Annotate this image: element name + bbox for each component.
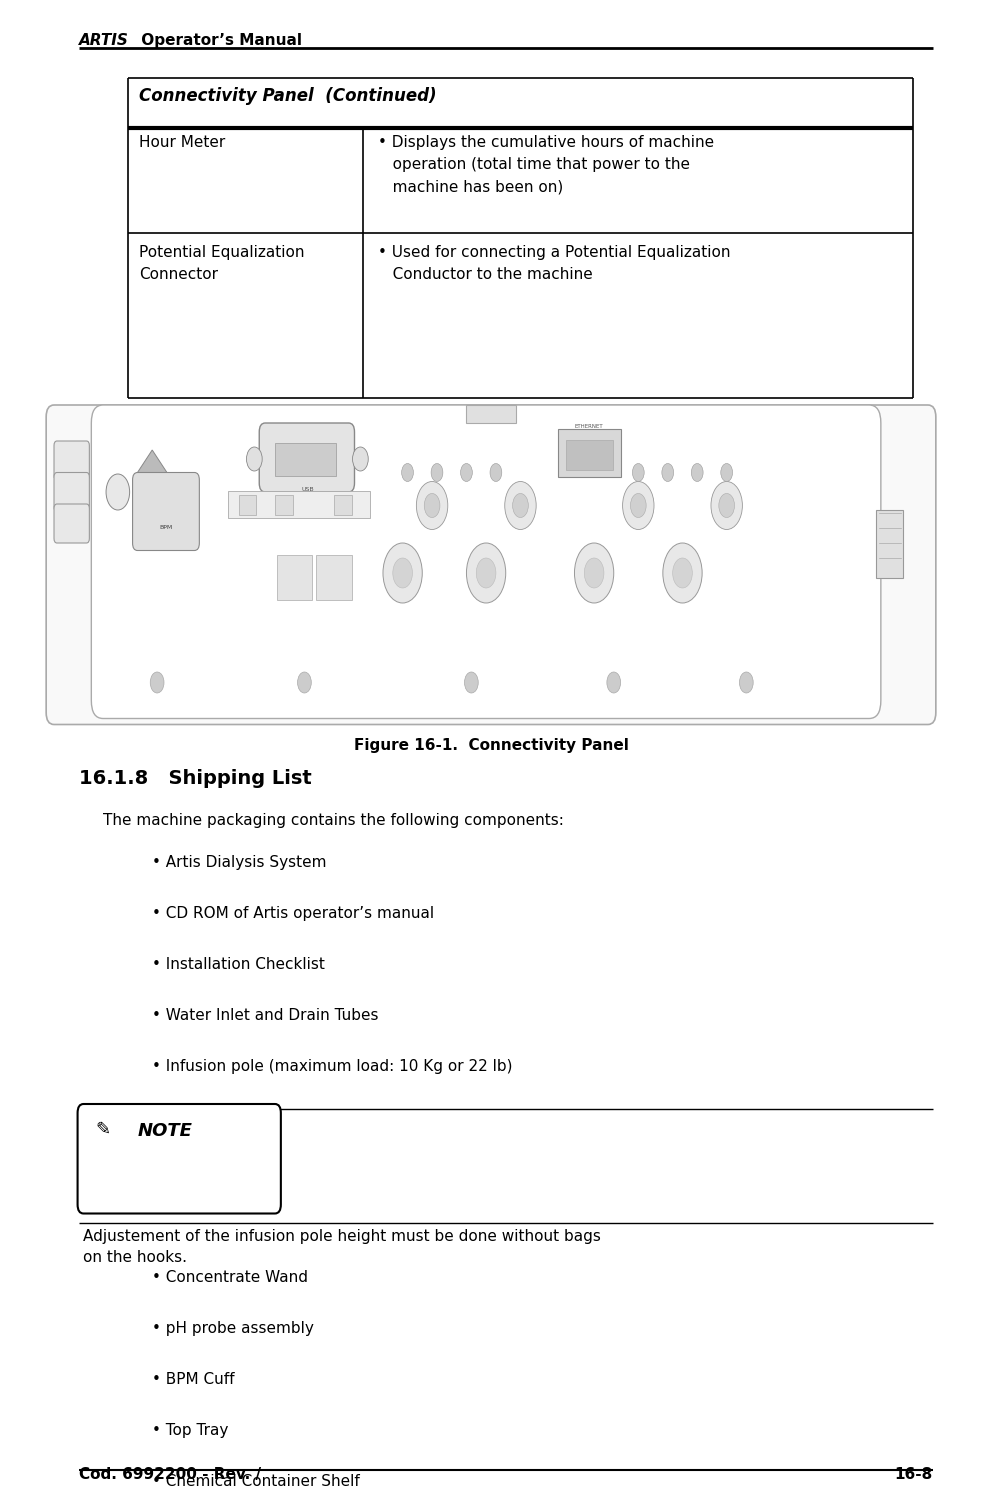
- Text: • BPM Cuff: • BPM Cuff: [152, 1372, 235, 1388]
- Circle shape: [476, 558, 496, 588]
- Bar: [558, 429, 621, 477]
- Circle shape: [246, 447, 262, 471]
- Text: • pH probe assembly: • pH probe assembly: [152, 1322, 314, 1336]
- Circle shape: [353, 447, 368, 471]
- Text: BPM: BPM: [159, 525, 173, 530]
- Circle shape: [298, 672, 311, 693]
- Circle shape: [607, 672, 621, 693]
- FancyBboxPatch shape: [54, 504, 89, 543]
- Circle shape: [632, 464, 644, 482]
- Bar: [876, 510, 903, 578]
- Text: Potential Equalization
Connector: Potential Equalization Connector: [139, 244, 305, 282]
- Text: • Displays the cumulative hours of machine
   operation (total time that power t: • Displays the cumulative hours of machi…: [378, 135, 714, 195]
- Circle shape: [739, 672, 753, 693]
- Bar: [277, 555, 312, 600]
- Circle shape: [461, 464, 472, 482]
- Circle shape: [721, 464, 733, 482]
- Bar: [316, 555, 352, 600]
- Text: • Water Inlet and Drain Tubes: • Water Inlet and Drain Tubes: [152, 1008, 379, 1023]
- FancyBboxPatch shape: [91, 405, 881, 718]
- Bar: [275, 495, 293, 514]
- Text: • Artis Dialysis System: • Artis Dialysis System: [152, 855, 327, 870]
- Text: • Chemical Container Shelf: • Chemical Container Shelf: [152, 1474, 360, 1490]
- Circle shape: [383, 543, 422, 603]
- Circle shape: [711, 482, 742, 530]
- Circle shape: [719, 494, 735, 517]
- Bar: [275, 442, 336, 476]
- Text: ARTIS: ARTIS: [79, 33, 129, 48]
- Circle shape: [630, 494, 646, 517]
- Circle shape: [416, 482, 448, 530]
- Text: Connectivity Panel  (Continued): Connectivity Panel (Continued): [139, 87, 437, 105]
- Text: ETHERNET: ETHERNET: [574, 424, 604, 429]
- Text: • Concentrate Wand: • Concentrate Wand: [152, 1270, 308, 1286]
- Circle shape: [150, 672, 164, 693]
- Text: 16.1.8   Shipping List: 16.1.8 Shipping List: [79, 770, 311, 789]
- Polygon shape: [137, 450, 167, 472]
- Circle shape: [584, 558, 604, 588]
- Text: Cod. 6992200 - Rev. /: Cod. 6992200 - Rev. /: [79, 1467, 260, 1482]
- Circle shape: [574, 543, 614, 603]
- Circle shape: [431, 464, 443, 482]
- Text: • CD ROM of Artis operator’s manual: • CD ROM of Artis operator’s manual: [152, 906, 434, 921]
- Circle shape: [513, 494, 528, 517]
- Bar: [566, 440, 613, 470]
- Text: 16-8: 16-8: [895, 1467, 933, 1482]
- Circle shape: [505, 482, 536, 530]
- FancyBboxPatch shape: [78, 1104, 281, 1214]
- Bar: [239, 495, 256, 514]
- Circle shape: [424, 494, 440, 517]
- Text: Operator’s Manual: Operator’s Manual: [136, 33, 301, 48]
- FancyBboxPatch shape: [259, 423, 355, 492]
- FancyBboxPatch shape: [54, 441, 89, 480]
- FancyBboxPatch shape: [54, 472, 89, 512]
- Circle shape: [402, 464, 413, 482]
- Text: Hour Meter: Hour Meter: [139, 135, 226, 150]
- Text: Figure 16-1.  Connectivity Panel: Figure 16-1. Connectivity Panel: [354, 738, 628, 753]
- Bar: [228, 490, 370, 517]
- Text: • Installation Checklist: • Installation Checklist: [152, 957, 325, 972]
- Circle shape: [662, 464, 674, 482]
- Circle shape: [691, 464, 703, 482]
- Text: ✎: ✎: [95, 1120, 110, 1138]
- Circle shape: [673, 558, 692, 588]
- Circle shape: [464, 672, 478, 693]
- Circle shape: [663, 543, 702, 603]
- Bar: [466, 405, 516, 423]
- Text: Adjustement of the infusion pole height must be done without bags
on the hooks.: Adjustement of the infusion pole height …: [83, 1228, 601, 1264]
- Text: NOTE: NOTE: [137, 1122, 192, 1140]
- Bar: [334, 495, 352, 514]
- Text: • Top Tray: • Top Tray: [152, 1424, 229, 1438]
- Circle shape: [466, 543, 506, 603]
- Text: • Used for connecting a Potential Equalization
   Conductor to the machine: • Used for connecting a Potential Equali…: [378, 244, 731, 282]
- FancyBboxPatch shape: [133, 472, 199, 550]
- Circle shape: [490, 464, 502, 482]
- FancyBboxPatch shape: [46, 405, 936, 724]
- Circle shape: [623, 482, 654, 530]
- Circle shape: [393, 558, 412, 588]
- Text: • Infusion pole (maximum load: 10 Kg or 22 lb): • Infusion pole (maximum load: 10 Kg or …: [152, 1059, 513, 1074]
- Circle shape: [106, 474, 130, 510]
- Text: The machine packaging contains the following components:: The machine packaging contains the follo…: [103, 813, 564, 828]
- Text: USB: USB: [301, 488, 313, 492]
